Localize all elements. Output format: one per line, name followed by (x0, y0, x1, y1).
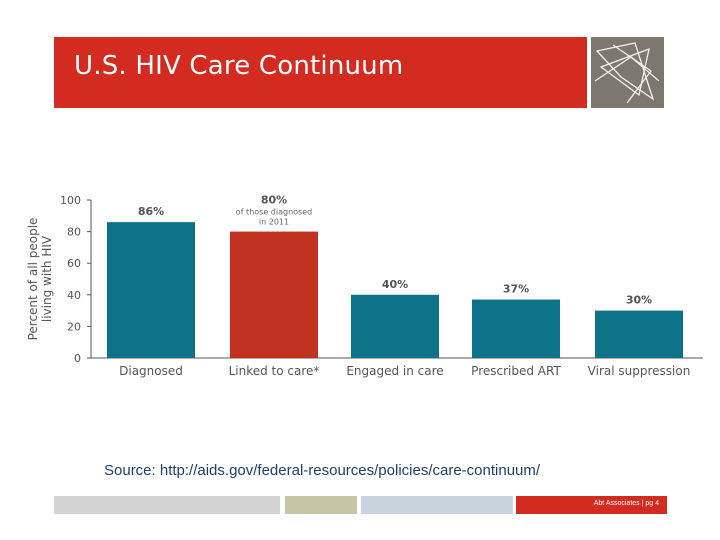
bar-value-label: 37% (503, 283, 529, 296)
bar-1 (230, 231, 318, 358)
bar-value-label: 86% (138, 205, 164, 218)
category-label: Diagnosed (119, 364, 183, 378)
bar-2 (351, 294, 439, 358)
y-tick-label: 100 (60, 194, 81, 207)
category-label: Linked to care* (229, 364, 320, 378)
y-tick-label: 40 (67, 289, 81, 302)
category-label: Viral suppression (588, 364, 691, 378)
y-axis-title: Percent of all peopleliving with HIV (26, 218, 54, 341)
y-tick-label: 20 (67, 320, 81, 333)
title-bar: U.S. HIV Care Continuum (54, 37, 587, 108)
logo-icon (594, 42, 660, 104)
bar-annotation: of those diagnosed in 2011 (236, 208, 312, 227)
footer-segment-blue (361, 496, 513, 514)
bar-3 (472, 299, 560, 358)
category-label: Engaged in care (346, 364, 443, 378)
source-citation: Source: http://aids.gov/federal-resource… (104, 462, 541, 479)
y-tick-label: 60 (67, 257, 81, 270)
footer-segment-red: Abt Associates | pg 4 (516, 496, 667, 514)
bar-value-label: 40% (382, 278, 408, 291)
footer-segment-olive (285, 496, 357, 514)
bar-value-label: 80% (261, 194, 287, 207)
footer-page-label: Abt Associates | pg 4 (593, 500, 659, 507)
slide-title: U.S. HIV Care Continuum (74, 51, 404, 81)
y-tick-label: 0 (74, 352, 81, 365)
category-label: Prescribed ART (471, 364, 561, 378)
bar-value-label: 30% (626, 294, 652, 307)
footer-segment-gray (54, 496, 280, 514)
y-tick-label: 80 (67, 226, 81, 239)
bar-0 (107, 222, 195, 358)
bar-4 (595, 310, 683, 358)
bar-chart: 0 20 40 60 80 100 Percent of all peopleliving … (26, 194, 703, 378)
logo (591, 37, 664, 108)
